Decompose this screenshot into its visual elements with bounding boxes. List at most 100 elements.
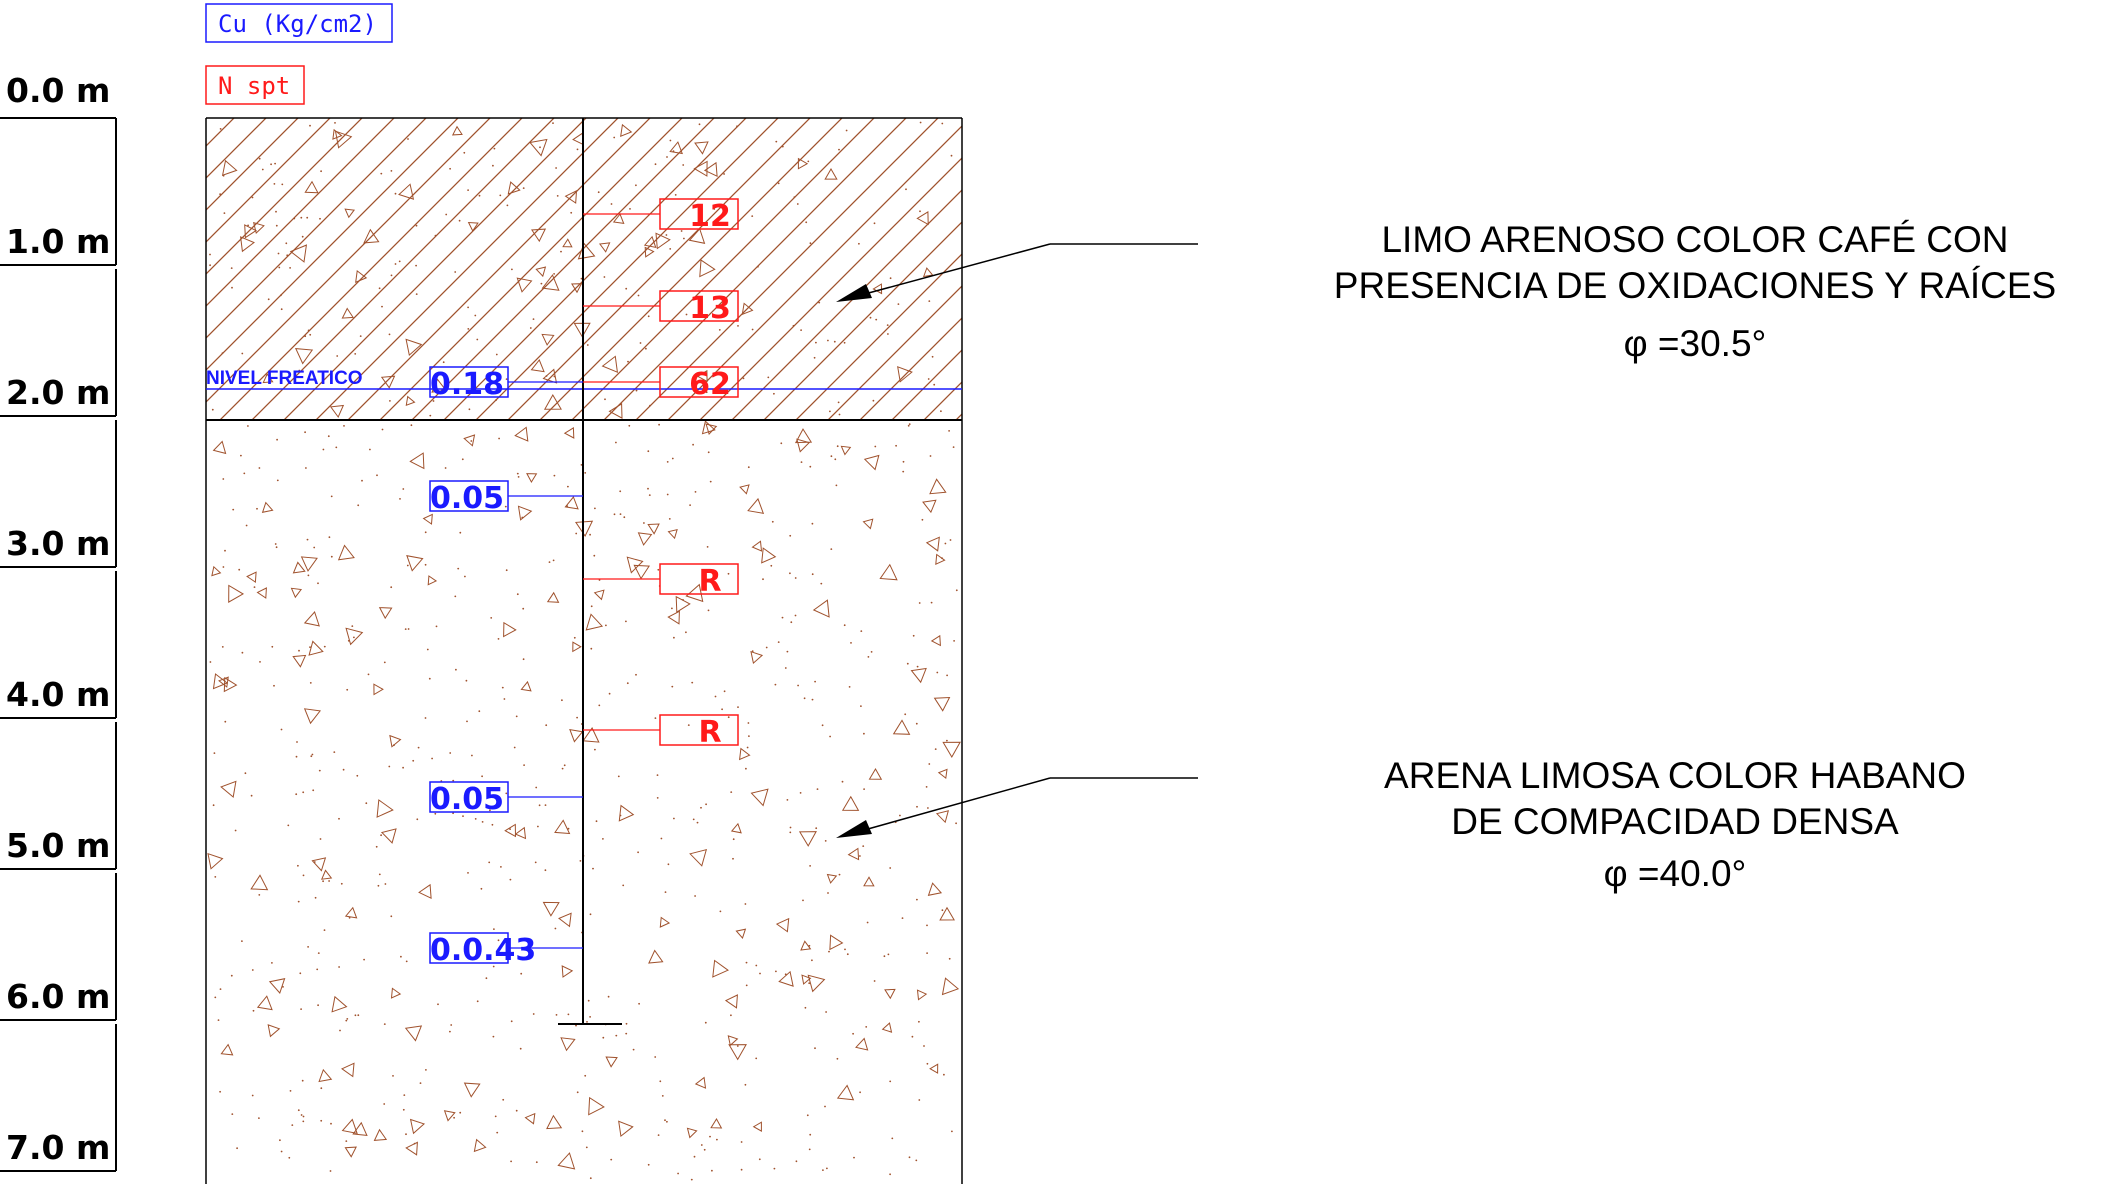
- texture-dot: [683, 237, 685, 240]
- texture-triangle: [304, 180, 319, 194]
- texture-dot: [863, 788, 865, 790]
- texture-dot: [800, 329, 802, 331]
- texture-dot: [490, 617, 493, 619]
- texture-triangle: [655, 232, 671, 250]
- layer-2-desc-line-1: ARENA LIMOSA COLOR HABANO: [1384, 755, 1966, 796]
- texture-triangle: [750, 788, 769, 807]
- texture-dot: [645, 347, 647, 350]
- texture-triangle: [739, 484, 750, 495]
- texture-dot: [622, 884, 625, 887]
- texture-dot: [918, 602, 921, 604]
- texture-dot: [639, 342, 642, 344]
- texture-dot: [626, 682, 629, 685]
- cu-box: [429, 480, 509, 512]
- texture-dot: [704, 1021, 707, 1024]
- texture-dot: [336, 355, 339, 357]
- texture-dot: [637, 851, 639, 854]
- texture-dot: [214, 876, 217, 878]
- texture-triangle: [618, 804, 635, 822]
- texture-triangle: [879, 563, 898, 581]
- texture-dot: [576, 716, 578, 719]
- arrow-head-1: [836, 284, 872, 302]
- texture-dot: [302, 1120, 305, 1123]
- texture-dot: [523, 764, 525, 766]
- texture-triangle: [543, 393, 562, 410]
- texture-dot: [837, 401, 840, 404]
- texture-dot: [647, 450, 650, 453]
- texture-triangle: [541, 333, 555, 346]
- leader-line-2-diag: [849, 777, 1051, 835]
- texture-triangle: [929, 478, 947, 495]
- texture-dot: [887, 953, 890, 956]
- texture-dot: [647, 487, 649, 490]
- texture-dot: [474, 314, 477, 317]
- texture-dot: [833, 340, 836, 343]
- texture-triangle: [693, 160, 708, 177]
- texture-triangle: [644, 246, 655, 258]
- texture-dot: [271, 962, 273, 964]
- texture-dot: [814, 680, 816, 683]
- texture-dot: [554, 927, 557, 930]
- texture-dot: [610, 1158, 613, 1161]
- texture-dot: [590, 647, 593, 650]
- texture-triangle: [741, 302, 754, 316]
- texture-dot: [598, 704, 601, 707]
- texture-dot: [809, 1133, 812, 1136]
- texture-dot: [575, 1024, 577, 1027]
- texture-dot: [232, 508, 235, 511]
- texture-dot: [509, 878, 512, 881]
- texture-dot: [300, 216, 303, 219]
- texture-dot: [258, 1117, 260, 1119]
- texture-dot: [281, 183, 284, 186]
- texture-dot: [895, 444, 897, 447]
- texture-dot: [830, 455, 833, 458]
- texture-dot: [889, 867, 892, 869]
- texture-dot: [532, 318, 535, 320]
- texture-dot: [417, 746, 420, 749]
- texture-dot: [413, 1142, 416, 1145]
- texture-dot: [351, 625, 354, 627]
- texture-dot: [296, 741, 298, 743]
- texture-dot: [519, 1047, 522, 1050]
- texture-dot: [261, 168, 264, 171]
- texture-dot: [656, 774, 659, 776]
- texture-dot: [899, 814, 901, 817]
- texture-dot: [595, 820, 598, 823]
- texture-dot: [593, 554, 596, 557]
- texture-dot: [628, 424, 631, 427]
- texture-triangle: [572, 641, 582, 653]
- texture-dot: [338, 966, 340, 968]
- texture-dot: [835, 484, 838, 487]
- texture-dot: [520, 972, 523, 975]
- texture-dot: [836, 1057, 839, 1060]
- texture-dot: [323, 645, 326, 648]
- texture-dot: [613, 136, 616, 139]
- texture-triangle: [334, 130, 353, 149]
- cu-box: [429, 366, 509, 398]
- texture-dot: [375, 845, 378, 848]
- texture-dot: [668, 518, 671, 520]
- texture-triangle: [637, 532, 653, 546]
- texture-triangle: [620, 123, 633, 137]
- texture-dot: [288, 1156, 291, 1159]
- texture-dot: [357, 1014, 360, 1017]
- texture-triangle: [212, 673, 229, 690]
- texture-triangle: [562, 238, 573, 248]
- texture-triangle: [344, 1146, 357, 1158]
- texture-dot: [468, 408, 471, 411]
- texture-triangle: [318, 1068, 333, 1083]
- texture-dot: [301, 1079, 304, 1082]
- texture-dot: [815, 341, 817, 344]
- texture-dot: [576, 1091, 579, 1094]
- texture-dot: [480, 887, 483, 890]
- layer-2-phi: φ =40.0°: [1604, 853, 1747, 894]
- texture-dot: [300, 1008, 302, 1010]
- texture-dot: [809, 865, 811, 867]
- texture-dot: [692, 443, 694, 446]
- texture-dot: [921, 518, 924, 521]
- texture-triangle: [916, 989, 928, 1001]
- legend: Cu (Kg/cm2) N spt: [205, 3, 393, 105]
- water-table-label: NIVEL FREATICO: [206, 368, 363, 389]
- texture-dot: [661, 1095, 664, 1097]
- texture-dot: [824, 840, 827, 842]
